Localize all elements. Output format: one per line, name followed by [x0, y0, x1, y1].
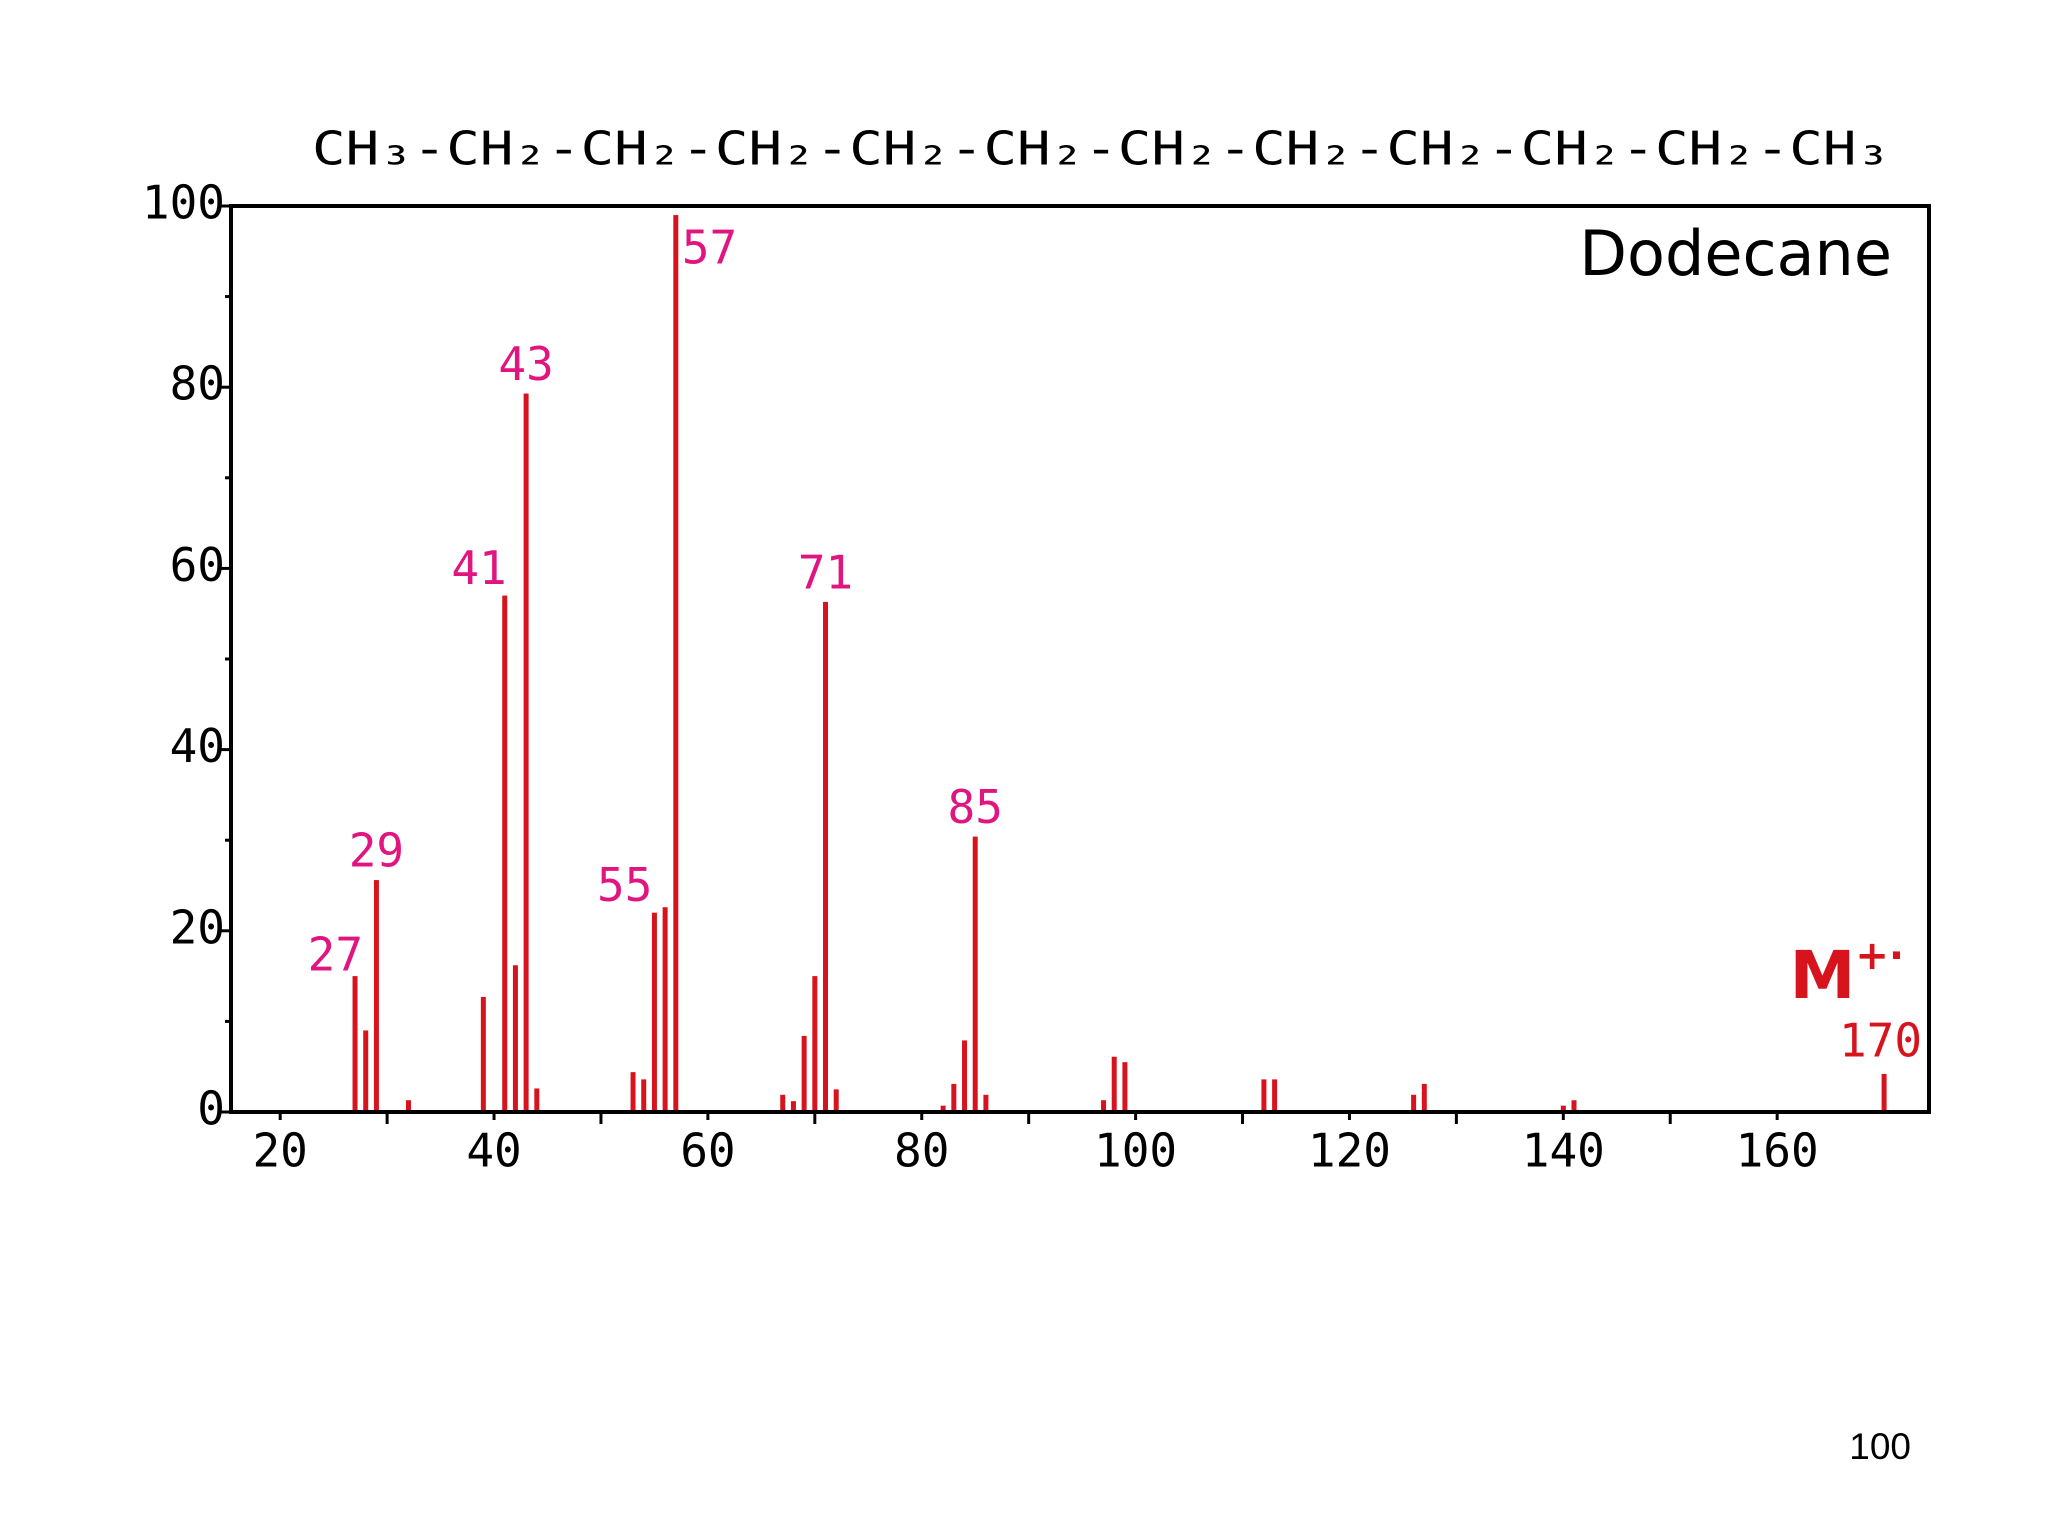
peak: [534, 1088, 540, 1112]
peak-label: 43: [498, 337, 553, 391]
peak: [780, 1094, 786, 1112]
peak: [1272, 1079, 1278, 1112]
y-tick-label: 60: [170, 538, 225, 592]
peak: [1101, 1100, 1107, 1112]
x-tick-label: 160: [1736, 1124, 1819, 1178]
x-tick-label: 140: [1522, 1124, 1605, 1178]
y-tick-label: 0: [197, 1082, 225, 1136]
peak: [790, 1101, 796, 1112]
peak: [940, 1105, 946, 1112]
peak: [373, 880, 379, 1112]
peak: [983, 1094, 989, 1112]
molecular-ion-mz: 170: [1839, 1013, 1922, 1067]
peak: [1421, 1083, 1427, 1112]
peak: [1881, 1073, 1887, 1112]
peak: [363, 1030, 369, 1112]
x-tick-label: 60: [680, 1124, 735, 1178]
y-tick-label: 100: [142, 176, 225, 230]
peak: [662, 907, 668, 1112]
peak: [962, 1040, 968, 1112]
peak: [651, 912, 657, 1112]
peak: [512, 965, 518, 1112]
peak-label: 57: [682, 221, 737, 275]
peak: [833, 1089, 839, 1112]
x-tick-label: 20: [252, 1124, 307, 1178]
peak: [801, 1035, 807, 1112]
peak-label: 71: [798, 545, 853, 599]
structural-formula: CH₃-CH₂-CH₂-CH₂-CH₂-CH₂-CH₂-CH₂-CH₂-CH₂-…: [312, 122, 1890, 176]
peak: [812, 976, 818, 1112]
x-tick-label: 80: [894, 1124, 949, 1178]
peak: [1411, 1094, 1417, 1112]
peak: [502, 595, 508, 1112]
page-number: 100: [1849, 1426, 1911, 1467]
plot-frame: [229, 204, 1931, 1114]
chart-title: Dodecane: [1579, 217, 1892, 290]
peak: [1122, 1062, 1128, 1112]
x-tick-label: 40: [466, 1124, 521, 1178]
y-tick-label: 80: [170, 357, 225, 411]
peak: [673, 215, 679, 1112]
peak-label: 55: [597, 858, 652, 912]
peak: [523, 393, 529, 1112]
peak: [1261, 1079, 1267, 1112]
molecular-ion-symbol: M: [1790, 937, 1856, 1014]
peak: [480, 996, 486, 1112]
peak: [641, 1079, 647, 1112]
peak: [823, 601, 829, 1112]
molecular-ion-label: M+·: [1790, 933, 1904, 1014]
peak: [1560, 1105, 1566, 1112]
peak: [405, 1100, 411, 1112]
peak: [1111, 1056, 1117, 1112]
x-tick-label: 100: [1094, 1124, 1177, 1178]
peak-label: 27: [308, 928, 363, 982]
peak: [630, 1072, 636, 1112]
peak-label: 29: [349, 824, 404, 878]
peak: [972, 836, 978, 1112]
peak-label: 85: [948, 780, 1003, 834]
molecular-ion-charge: +·: [1855, 933, 1904, 979]
peak: [352, 976, 358, 1112]
peak: [1571, 1100, 1577, 1112]
x-tick-label: 120: [1308, 1124, 1391, 1178]
peak: [951, 1083, 957, 1112]
y-tick-label: 20: [170, 900, 225, 954]
peak-label: 41: [451, 541, 506, 595]
y-tick-label: 40: [170, 719, 225, 773]
